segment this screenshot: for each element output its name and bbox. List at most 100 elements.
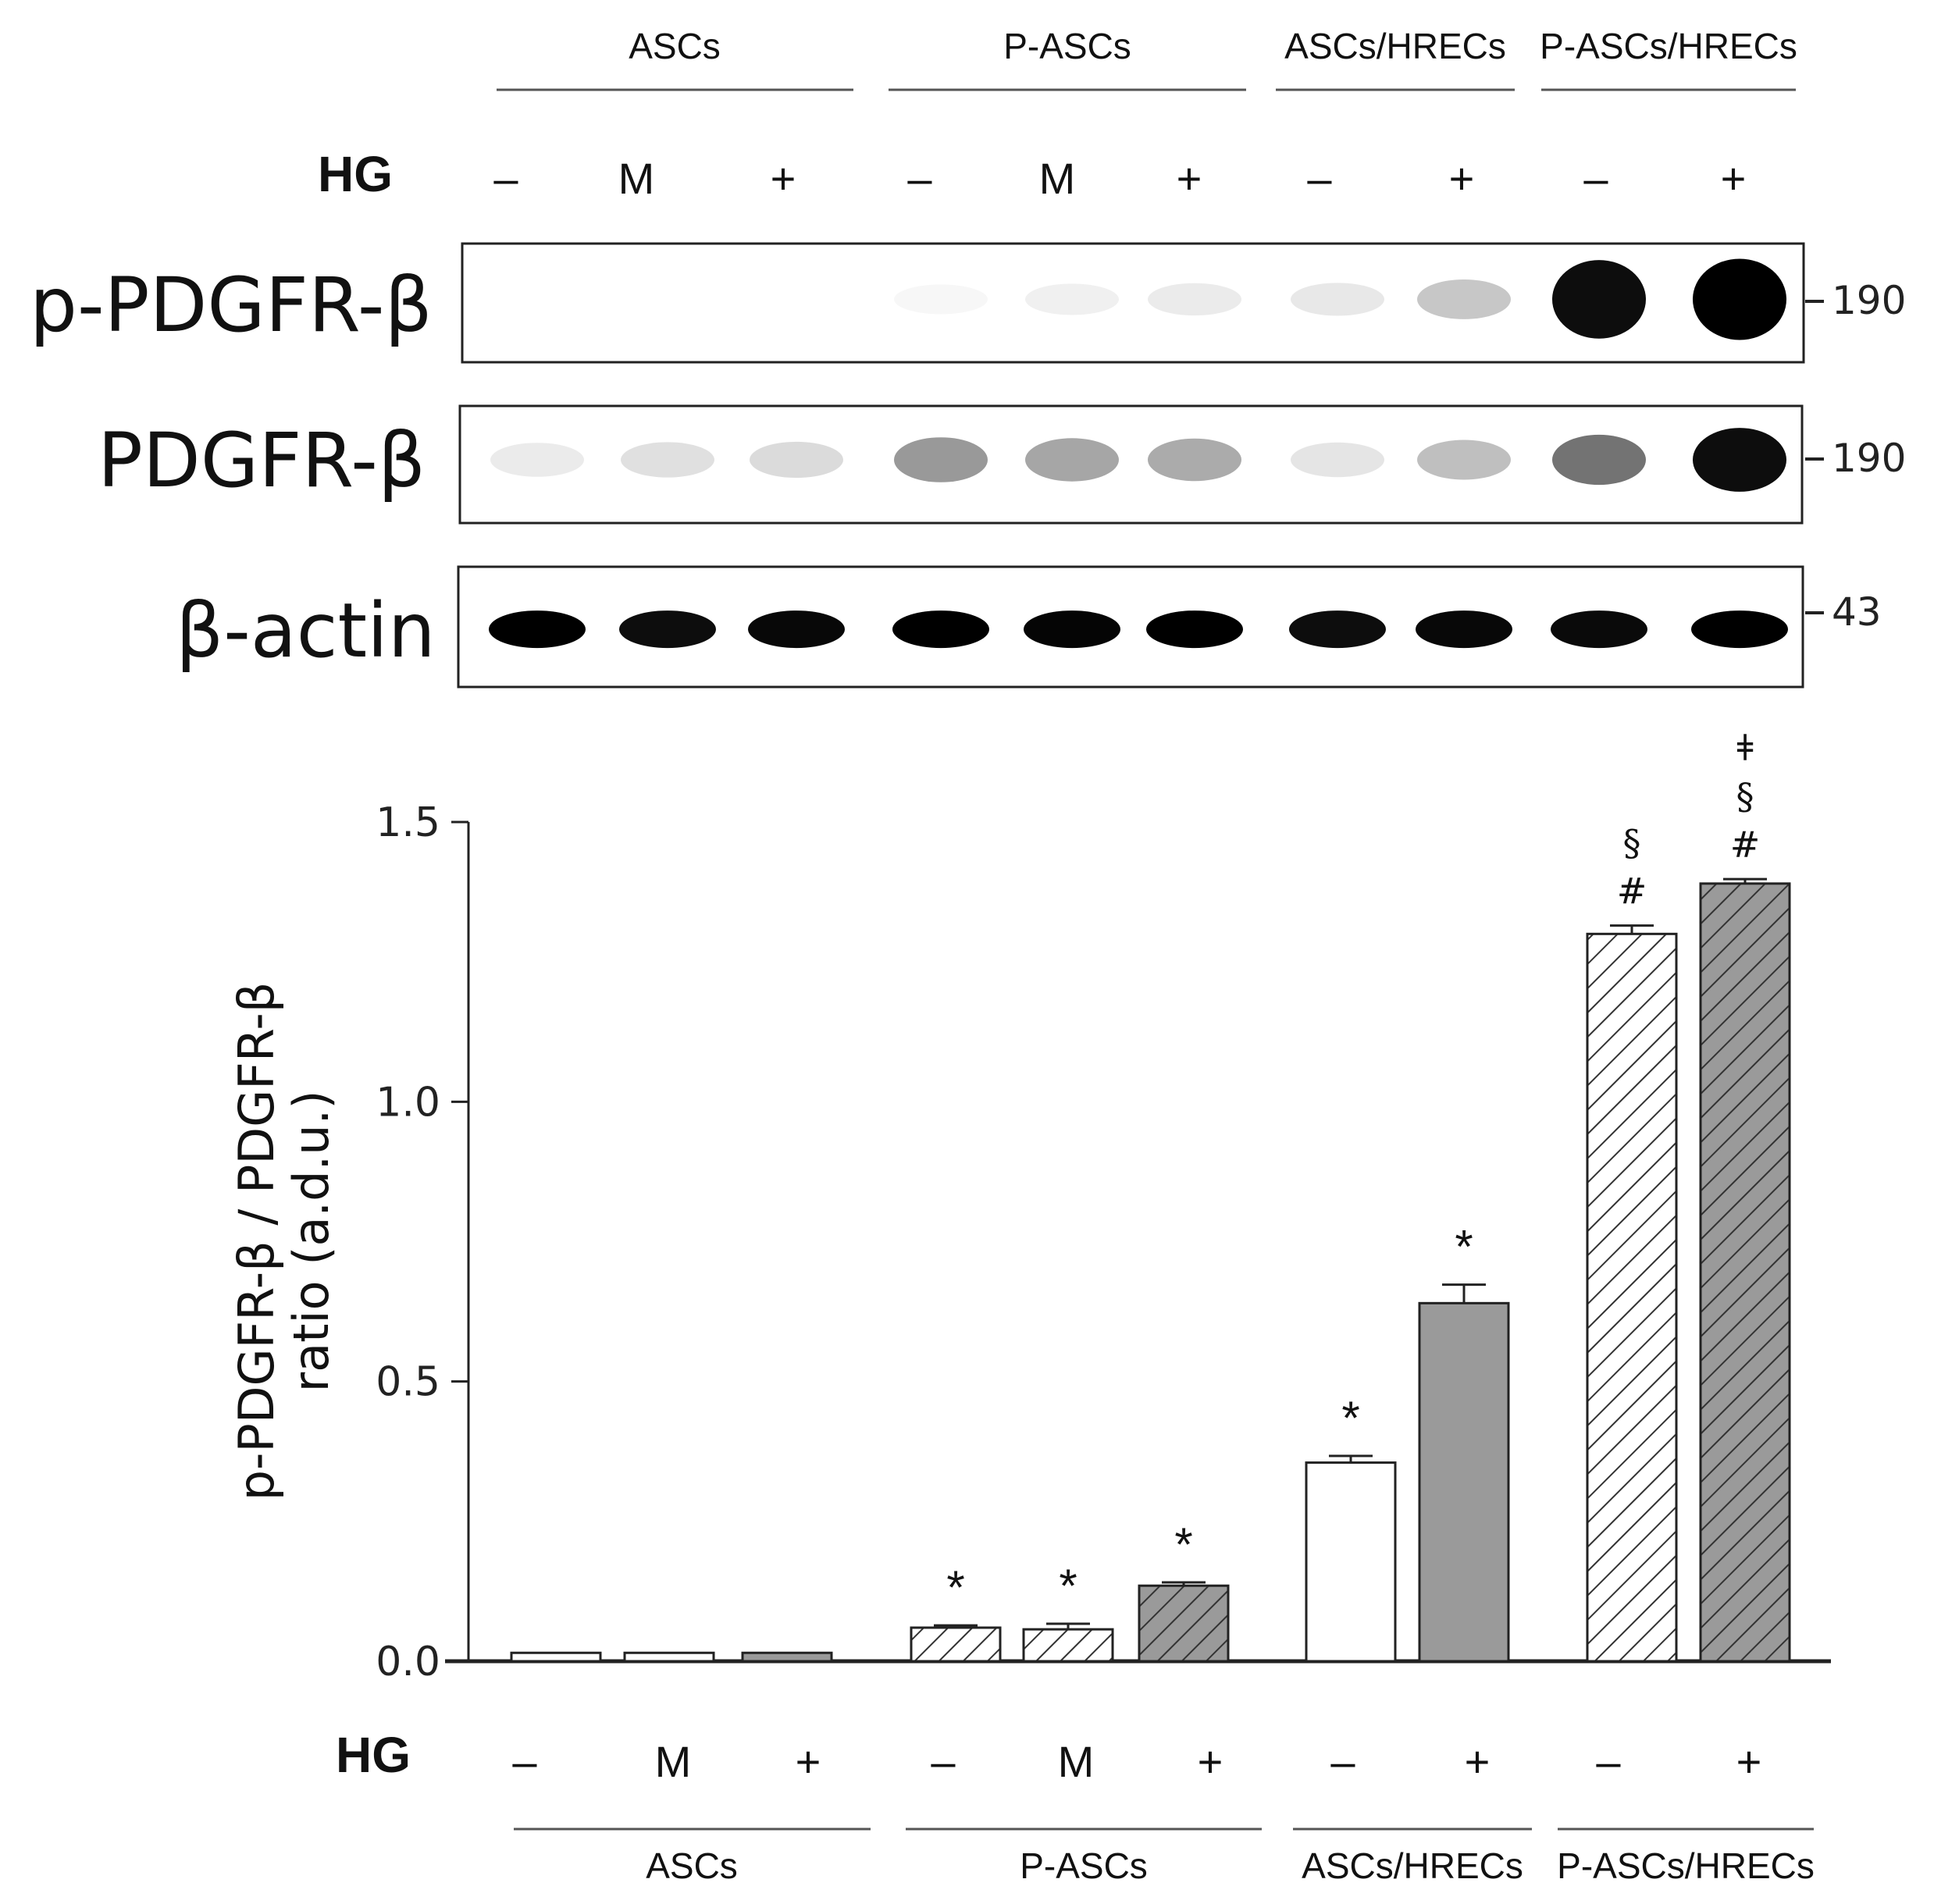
bottom-hg-value: + [1465, 1737, 1491, 1786]
bottom-hg-value: + [1736, 1737, 1762, 1786]
blot-band [1693, 428, 1786, 492]
significance-mark: * [946, 1561, 964, 1614]
blot-band [1025, 283, 1119, 315]
y-axis-label: p-PDGFR-β / PDGFR-β ratio (a.d.u.) [228, 982, 340, 1501]
bar [1305, 1461, 1397, 1663]
top-hg-value: – [493, 154, 518, 203]
bottom-group-label-ascs-hrecs: ASCs/HRECs [1302, 1845, 1523, 1886]
blot-band [1291, 283, 1384, 316]
blot-band [750, 441, 843, 479]
bottom-group-label-p-ascs: P-ASCs [1020, 1845, 1148, 1886]
bottom-hg-value: M [1058, 1737, 1095, 1786]
bar-group [741, 1651, 833, 1663]
blot-band [1691, 610, 1788, 649]
mw-label-2: 190 [1832, 436, 1907, 481]
blot-rows [457, 242, 1805, 689]
top-hg-value: – [1583, 154, 1608, 203]
y-tick-label: 1.5 [376, 799, 440, 846]
bar-group: * [1418, 1221, 1510, 1663]
blot-band [1417, 440, 1511, 480]
y-ticks: 0.0 0.5 1.0 1.5 [376, 799, 468, 1685]
blot-band [1551, 610, 1647, 649]
top-group-label-ascs: ASCs [629, 26, 721, 66]
blot-band [1552, 434, 1646, 486]
bar [1586, 932, 1678, 1663]
bar [910, 1626, 1002, 1663]
bar-group: # § ǂ [1699, 727, 1791, 1663]
bottom-hg-label: HG [336, 1727, 411, 1783]
blot-band [1416, 610, 1512, 649]
blot-band [1291, 442, 1384, 478]
significance-mark: * [1059, 1560, 1077, 1612]
mw-label-1: 190 [1832, 278, 1907, 323]
top-group-label-ascs-hrecs: ASCs/HRECs [1284, 26, 1506, 66]
bar-group [510, 1651, 602, 1663]
bar [1138, 1584, 1230, 1663]
y-tick-label: 0.0 [376, 1639, 440, 1685]
bottom-hg-value: + [796, 1737, 821, 1786]
top-hg-value: – [907, 154, 932, 203]
mw-label-3: 43 [1832, 589, 1882, 635]
blot-band [1148, 283, 1241, 316]
blot-row [458, 404, 1804, 525]
bar [623, 1651, 715, 1663]
bottom-hg-value: – [1330, 1737, 1355, 1786]
blot-band [1024, 610, 1120, 649]
blot-band [1148, 438, 1241, 482]
bar [1699, 882, 1791, 1663]
blot-row [461, 242, 1805, 364]
bar-group: * [1022, 1560, 1114, 1663]
blot-band [1025, 438, 1119, 482]
blot-band [1417, 279, 1511, 319]
blot-row [457, 565, 1804, 689]
top-hg-value: + [771, 154, 796, 203]
significance-mark: § [1623, 822, 1641, 864]
blot-label-pdgfr-beta: PDGFR-β [98, 417, 426, 504]
bottom-group-label-p-ascs-hrecs: P-ASCs/HRECs [1557, 1845, 1815, 1886]
bar [510, 1651, 602, 1663]
significance-mark: * [1455, 1221, 1473, 1273]
top-hg-value: + [1177, 154, 1202, 203]
blot-label-beta-actin: β-actin [176, 587, 436, 674]
bottom-hg-value: M [655, 1737, 692, 1786]
blot-band [1693, 258, 1786, 340]
significance-mark: * [1174, 1518, 1192, 1571]
top-hg-value: M [618, 154, 655, 203]
top-hg-value: – [1307, 154, 1332, 203]
bar-group: * [1305, 1392, 1397, 1663]
blot-band [1289, 610, 1386, 649]
blot-band [1146, 610, 1243, 649]
bar [1418, 1301, 1510, 1663]
blot-band [1552, 260, 1646, 339]
y-axis-label-line-2: ratio (a.d.u.) [283, 1091, 340, 1393]
blot-band [892, 610, 989, 649]
top-hg-value: + [1449, 154, 1475, 203]
y-tick-label: 0.5 [376, 1359, 440, 1406]
blot-band [621, 442, 714, 478]
significance-mark: # [1730, 824, 1761, 866]
significance-mark: * [1341, 1392, 1359, 1444]
bar [1022, 1628, 1114, 1663]
top-hg-value: M [1039, 154, 1076, 203]
significance-mark: # [1617, 870, 1647, 913]
bar-group: * [910, 1561, 1002, 1663]
y-tick-label: 1.0 [376, 1079, 440, 1126]
bars: * * * * * # § # § ǂ [510, 727, 1791, 1663]
top-hg-values: – M + – M + – + – + [493, 154, 1746, 203]
bottom-hg-value: – [512, 1737, 537, 1786]
blot-band [489, 610, 586, 649]
bottom-group-label-ascs: ASCs [646, 1845, 738, 1886]
blot-band [894, 437, 988, 482]
bottom-hg-value: + [1198, 1737, 1223, 1786]
top-hg-label: HG [318, 146, 393, 202]
top-hg-value: + [1721, 154, 1747, 203]
bottom-hg-value: – [931, 1737, 956, 1786]
blot-band [748, 610, 845, 649]
y-axis-label-line-1: p-PDGFR-β / PDGFR-β [228, 982, 285, 1501]
significance-mark: § [1736, 775, 1754, 817]
significance-mark: ǂ [1736, 727, 1753, 769]
bar-group [623, 1651, 715, 1663]
